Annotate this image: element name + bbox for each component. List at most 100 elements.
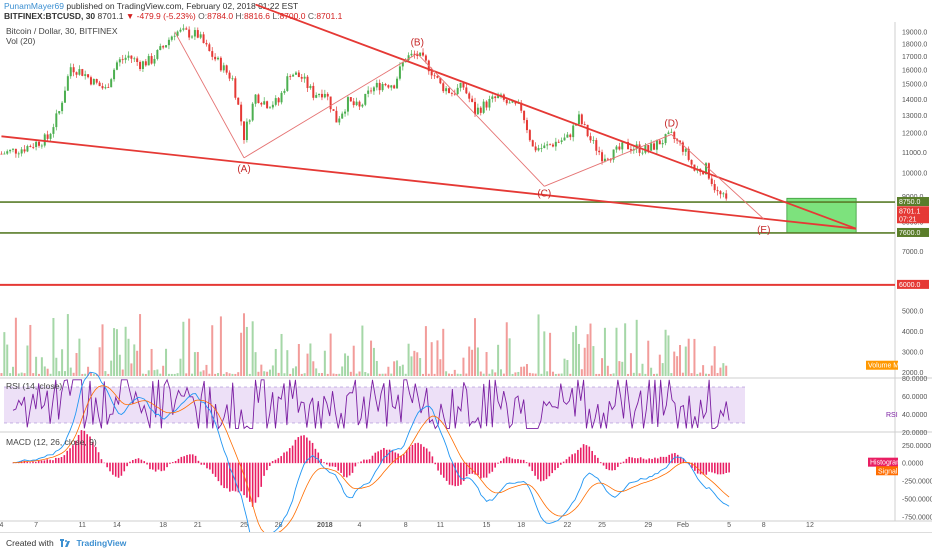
macd-histogram-bar — [46, 459, 49, 464]
candle-body — [375, 82, 378, 88]
macd-histogram-bar — [642, 458, 645, 464]
volume-bar — [569, 373, 572, 376]
candle-body — [87, 74, 90, 78]
low-label: L: — [272, 11, 280, 21]
volume-bar — [716, 372, 719, 376]
macd-histogram-bar — [637, 458, 639, 464]
volume-bar — [63, 371, 66, 376]
volume-bar — [583, 347, 586, 376]
candle-body — [358, 101, 361, 107]
chart-area[interactable]: 19000.0 18000.0 17000.0 16000.0 15000.0 14000… — [0, 0, 932, 532]
volume-bar — [557, 373, 560, 376]
macd-histogram-bar — [117, 462, 120, 478]
volume-bar — [384, 373, 387, 376]
candle-body — [476, 107, 479, 115]
candle-body — [240, 104, 243, 122]
price-axis-tag: 7600.0 — [899, 230, 921, 237]
macd-histogram-bar — [57, 457, 60, 464]
macd-histogram-bar — [100, 459, 103, 464]
macd-histogram-bar — [659, 456, 662, 464]
macd-histogram-bar — [383, 447, 385, 464]
volume-bar — [719, 367, 722, 376]
candle-body — [393, 85, 396, 89]
macd-tick-label: -500.0000 — [902, 497, 932, 504]
volume-bar — [3, 332, 6, 376]
macd-histogram-bar — [491, 462, 494, 472]
volume-bar — [162, 365, 165, 376]
volume-bar — [75, 353, 78, 376]
volume-bar — [263, 371, 266, 376]
volume-bar — [297, 344, 300, 376]
candle-body — [647, 145, 650, 151]
volume-bar — [612, 373, 615, 376]
volume-bar — [676, 356, 679, 376]
candle-body — [537, 148, 540, 151]
volume-bar — [338, 373, 341, 376]
candle-body — [670, 131, 673, 133]
macd-histogram-bar — [394, 452, 397, 464]
macd-histogram-bar — [263, 462, 265, 476]
candle-body — [306, 76, 309, 89]
macd-histogram-bar — [229, 462, 231, 492]
macd-histogram-bar — [691, 462, 693, 468]
volume-bar — [144, 373, 147, 376]
candle-body — [364, 93, 367, 105]
candle-body — [133, 58, 136, 60]
macd-histogram-bar — [520, 459, 522, 464]
candle-body — [219, 57, 222, 71]
macd-histogram-bar — [388, 449, 391, 464]
macd-histogram-bar — [323, 462, 325, 464]
volume-bar — [499, 369, 502, 376]
candle-body — [664, 134, 667, 144]
macd-histogram-bar — [240, 462, 243, 492]
volume-bar — [436, 340, 439, 376]
volume-bar — [618, 361, 621, 376]
candle-body — [416, 54, 419, 56]
macd-histogram-bar — [411, 444, 414, 464]
candle-body — [266, 101, 269, 109]
candle-body — [231, 78, 234, 80]
volume-bar — [375, 360, 378, 376]
price-axis-tag: 6000.0 — [899, 282, 921, 289]
candle-body — [173, 35, 176, 37]
volume-bar — [17, 373, 20, 376]
macd-histogram-bar — [645, 459, 648, 464]
volume-bar — [26, 345, 29, 376]
candle-body — [121, 59, 124, 61]
volume-bar — [462, 357, 465, 376]
candle-body — [355, 101, 358, 106]
candle-body — [488, 98, 491, 108]
volume-bar — [699, 372, 702, 376]
macd-histogram-bar — [112, 462, 114, 475]
volume-bar — [32, 373, 35, 376]
macd-histogram-bar — [634, 458, 636, 464]
volume-bar — [690, 373, 693, 376]
volume-bar — [349, 371, 352, 376]
macd-histogram-bar — [671, 453, 673, 464]
macd-histogram-bar — [351, 462, 354, 473]
macd-histogram-bar — [654, 457, 656, 464]
volume-bar — [107, 373, 110, 376]
volume-bar — [81, 373, 84, 376]
price-tick-label: 11000.0 — [902, 150, 927, 157]
candle-body — [621, 142, 624, 150]
macd-histogram-bar — [217, 462, 220, 482]
time-tick-label: 25 — [240, 522, 248, 529]
volume-bar — [531, 373, 534, 376]
candle-body — [479, 107, 482, 113]
volume-bar — [260, 364, 263, 376]
volume-bar — [517, 371, 520, 376]
candle-body — [499, 94, 502, 96]
macd-histogram-bar — [540, 462, 542, 482]
volume-bar — [257, 371, 260, 376]
candle-body — [156, 49, 159, 59]
author-link[interactable]: PunamMayer69 — [4, 1, 65, 11]
macd-histogram-bar — [183, 456, 185, 464]
volume-bar — [185, 373, 188, 376]
macd-histogram-bar — [528, 462, 531, 467]
candle-body — [101, 86, 104, 89]
tradingview-link[interactable]: TradingView — [76, 538, 127, 548]
candle-body — [396, 78, 399, 89]
volume-bar — [514, 372, 517, 376]
macd-histogram-bar — [274, 459, 277, 464]
